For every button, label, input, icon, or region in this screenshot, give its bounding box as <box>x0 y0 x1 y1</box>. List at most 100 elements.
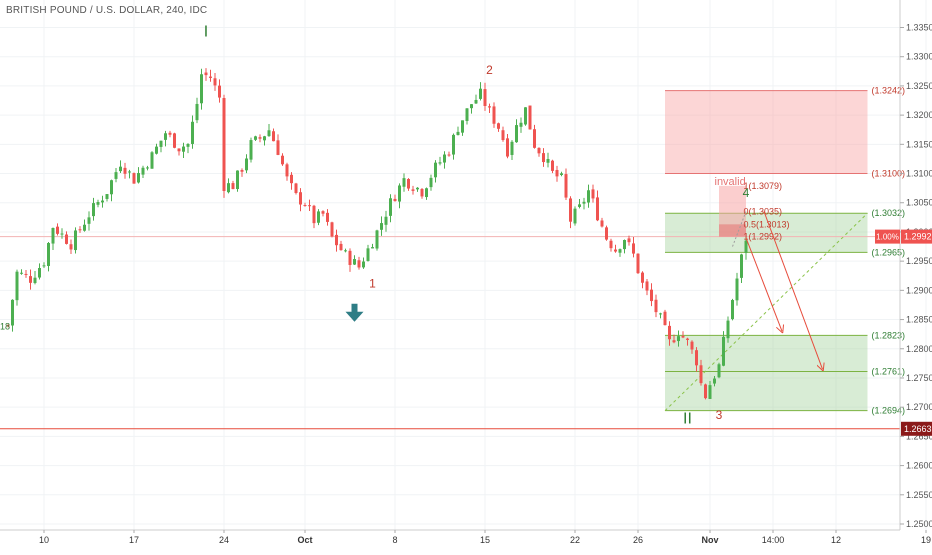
candle-body <box>339 243 343 251</box>
level-label: (1.2823) <box>872 330 906 340</box>
candle-body <box>677 336 680 342</box>
candle-body <box>65 234 68 244</box>
candle <box>96 199 100 208</box>
candle <box>519 117 523 133</box>
candle <box>699 359 703 386</box>
candle <box>258 134 262 143</box>
candle-body <box>281 155 284 165</box>
candle-body <box>416 187 419 190</box>
candle <box>474 94 478 105</box>
candle-body <box>708 385 712 399</box>
candle <box>348 248 352 272</box>
candle <box>344 248 347 253</box>
x-tick-label: 10 <box>39 535 49 545</box>
candle <box>209 69 212 82</box>
x-axis: 10 17 24 Oct 8 15 22 26 Nov 14:00 12 19 <box>0 529 931 545</box>
candle-body <box>285 164 289 177</box>
candle <box>173 132 176 149</box>
candle <box>636 253 640 275</box>
candle-body <box>632 243 635 254</box>
candle <box>276 134 280 156</box>
candle-body <box>249 140 253 160</box>
candle <box>488 103 491 114</box>
candle <box>321 210 325 217</box>
trend-dashed-line <box>664 212 868 412</box>
candle-body <box>200 74 203 104</box>
candle <box>317 209 320 226</box>
candle <box>731 298 734 321</box>
candle <box>272 128 275 142</box>
y-tick-label: 1.3250 <box>906 81 932 91</box>
candle <box>402 173 406 192</box>
candle-body <box>83 224 86 231</box>
level-label: (1.2694) <box>872 406 906 416</box>
candle-body <box>704 384 707 399</box>
y-tick-label: 1.2500 <box>906 519 932 529</box>
candle <box>105 194 109 202</box>
candle-body <box>38 268 41 278</box>
candle <box>470 104 473 114</box>
candle <box>24 270 28 278</box>
candle <box>582 197 586 210</box>
percent-badge-label: 1.00% <box>876 233 899 242</box>
candle-body <box>537 147 541 154</box>
candle <box>677 330 680 347</box>
wave-label-II: II <box>683 411 692 428</box>
candle-body <box>497 123 500 129</box>
candle <box>573 206 577 226</box>
candle <box>690 340 694 354</box>
candle-body <box>60 233 64 235</box>
candle <box>51 227 55 251</box>
candle-body <box>555 169 559 177</box>
candle <box>686 337 689 346</box>
candle <box>668 321 671 346</box>
candle-body <box>362 261 365 268</box>
candle <box>546 152 550 168</box>
candle <box>569 196 572 229</box>
candle <box>708 380 712 399</box>
candle <box>456 126 460 136</box>
candle <box>614 244 617 253</box>
candle-body <box>564 174 568 198</box>
candle-body <box>20 272 23 274</box>
level-label: (1.2965) <box>872 247 906 257</box>
candle <box>465 108 469 125</box>
candle-body <box>393 198 397 202</box>
candle <box>236 170 239 192</box>
candle <box>726 316 730 343</box>
candle-body <box>47 243 50 266</box>
fib-label: 1(1.3079) <box>744 181 783 191</box>
candle <box>429 174 433 191</box>
candle-body <box>551 160 554 171</box>
wave-label-3: 3 <box>716 408 723 422</box>
candle-body <box>398 185 401 202</box>
wave-label-I: I <box>204 23 208 40</box>
candle-body <box>375 230 379 249</box>
candle <box>447 151 451 157</box>
candle-body <box>366 248 370 261</box>
candle-body <box>591 189 595 199</box>
candle-body <box>11 299 14 326</box>
candle-body <box>488 106 491 108</box>
candle <box>141 165 145 179</box>
candle <box>501 126 505 142</box>
candle <box>443 151 446 169</box>
x-tick-label: 19 <box>921 535 931 545</box>
candle-body <box>114 172 118 179</box>
candle <box>29 269 32 290</box>
fib-label: 1(1.2992) <box>744 232 783 242</box>
level-label: (1.3032) <box>872 208 906 218</box>
candle-body <box>384 216 388 225</box>
candle-body <box>582 201 586 204</box>
candle <box>722 331 725 367</box>
candle <box>33 271 37 285</box>
candle-body <box>623 239 626 250</box>
candle <box>146 165 149 171</box>
candle-body <box>321 211 325 214</box>
candle-body <box>470 104 473 109</box>
candle <box>533 124 536 149</box>
candle-body <box>429 177 433 188</box>
candle-body <box>663 311 667 326</box>
candle-body <box>645 281 649 291</box>
